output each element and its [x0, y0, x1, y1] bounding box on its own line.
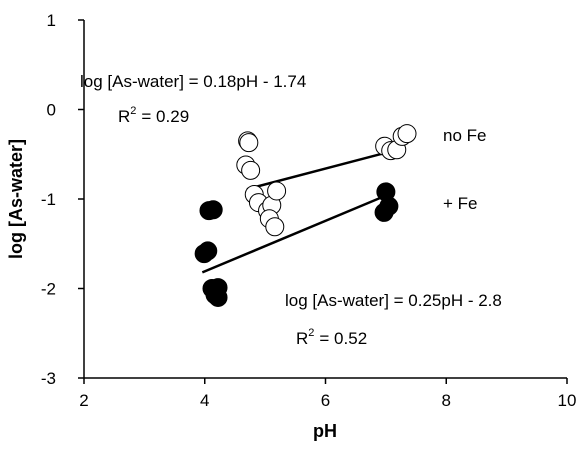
point [208, 287, 228, 307]
point [265, 217, 285, 237]
point [397, 124, 417, 144]
point [194, 244, 214, 264]
point [241, 160, 261, 180]
x-tick-label: 8 [442, 391, 451, 410]
r-squared: R2 = 0.52 [296, 327, 367, 348]
y-tick-label: -1 [41, 190, 56, 209]
r-squared-base: R [118, 107, 130, 126]
r-squared-sup: 2 [130, 105, 136, 117]
point [379, 196, 399, 216]
r-squared-base: R [296, 329, 308, 348]
y-tick-label: -2 [41, 280, 56, 299]
equation: log [As-water] = 0.18pH - 1.74 [80, 72, 306, 91]
trend-line [201, 195, 385, 274]
y-tick-label: 1 [47, 11, 56, 30]
x-tick-label: 2 [79, 391, 88, 410]
equation: log [As-water] = 0.25pH - 2.8 [285, 291, 502, 310]
x-tick-label: 6 [321, 391, 330, 410]
series-label: no Fe [443, 126, 486, 145]
x-tick-label: 4 [200, 391, 209, 410]
series-label: + Fe [443, 194, 478, 213]
y-tick-label: -3 [41, 369, 56, 388]
r-squared-value: = 0.52 [319, 329, 367, 348]
point [239, 133, 259, 153]
x-axis-label: pH [313, 421, 337, 441]
r-squared: R2 = 0.29 [118, 105, 189, 126]
point [267, 181, 287, 201]
r-squared-sup: 2 [308, 327, 314, 339]
point [199, 201, 219, 221]
y-tick-label: 0 [47, 101, 56, 120]
x-tick-label: 10 [558, 391, 577, 410]
y-axis-label: log [As-water] [6, 139, 26, 259]
r-squared-value: = 0.29 [141, 107, 189, 126]
